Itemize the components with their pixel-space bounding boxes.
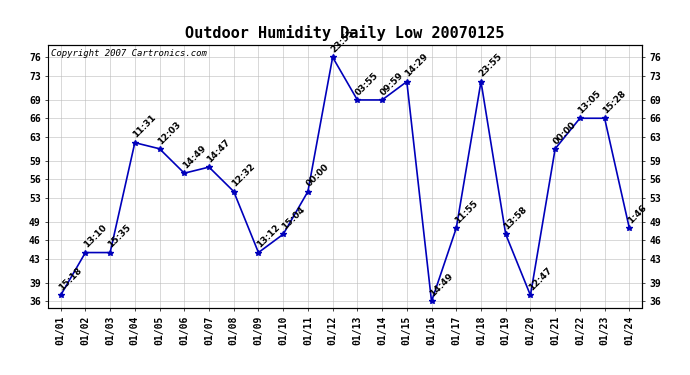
Text: 23:55: 23:55 (329, 28, 355, 54)
Text: 1:46: 1:46 (626, 203, 648, 225)
Text: 09:59: 09:59 (379, 70, 405, 97)
Text: Copyright 2007 Cartronics.com: Copyright 2007 Cartronics.com (51, 49, 207, 58)
Text: 15:04: 15:04 (279, 205, 306, 231)
Text: 15:18: 15:18 (57, 266, 83, 292)
Text: 13:12: 13:12 (255, 223, 282, 250)
Text: 11:55: 11:55 (453, 199, 480, 225)
Text: 00:00: 00:00 (551, 120, 578, 146)
Text: 14:49: 14:49 (428, 272, 455, 298)
Text: 15:35: 15:35 (106, 223, 133, 250)
Text: 15:28: 15:28 (601, 89, 628, 116)
Text: 13:05: 13:05 (576, 89, 603, 116)
Text: 12:03: 12:03 (156, 120, 182, 146)
Text: 12:32: 12:32 (230, 162, 257, 189)
Title: Outdoor Humidity Daily Low 20070125: Outdoor Humidity Daily Low 20070125 (186, 25, 504, 41)
Text: 12:47: 12:47 (527, 266, 553, 292)
Text: 13:58: 13:58 (502, 205, 529, 231)
Text: 03:55: 03:55 (354, 70, 380, 97)
Text: 13:10: 13:10 (82, 223, 108, 250)
Text: 14:29: 14:29 (403, 52, 430, 79)
Text: 14:47: 14:47 (206, 138, 233, 164)
Text: 14:49: 14:49 (181, 144, 208, 170)
Text: 11:31: 11:31 (131, 113, 158, 140)
Text: 23:55: 23:55 (477, 52, 504, 79)
Text: 00:00: 00:00 (304, 162, 331, 189)
